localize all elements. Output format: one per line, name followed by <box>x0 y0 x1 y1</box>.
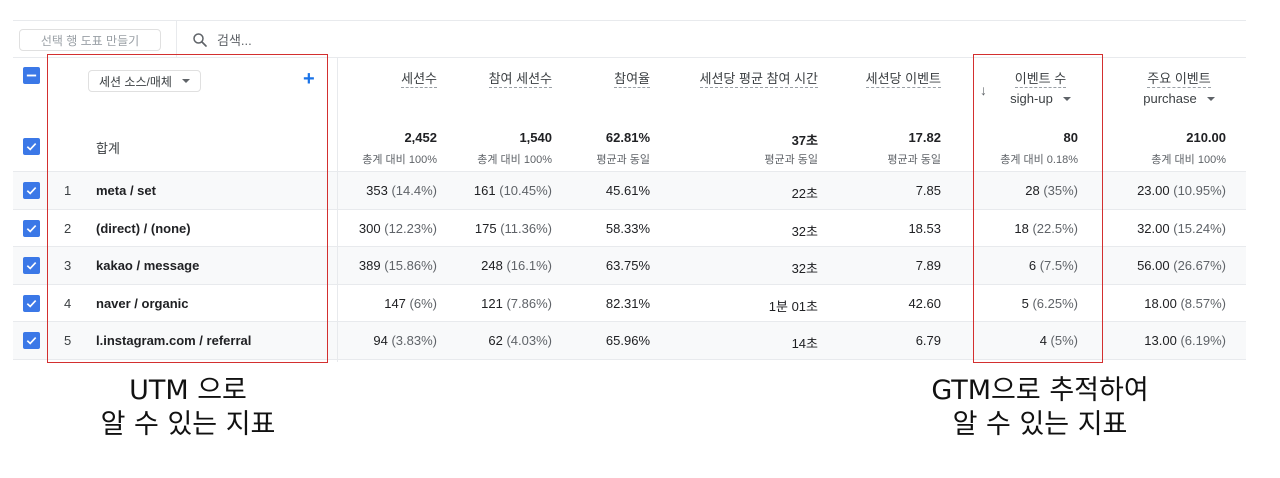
metric-header-engagement-rate[interactable]: 참여율 <box>614 71 650 88</box>
key-event-select[interactable]: purchase <box>1141 91 1217 106</box>
cell-events-per-session: 6.79 <box>915 333 941 348</box>
row-index: 5 <box>64 333 72 348</box>
table-toolbar: 선택 행 도표 만들기 <box>13 20 1246 58</box>
row-index: 3 <box>64 258 72 273</box>
row-checkbox[interactable] <box>23 182 40 199</box>
cell-engagement-rate: 58.33% <box>605 220 650 236</box>
metric-header-engaged-sessions[interactable]: 참여 세션수 <box>488 71 552 88</box>
metric-header-sessions[interactable]: 세션수 <box>401 71 437 88</box>
search-box[interactable] <box>191 29 417 51</box>
cell-sessions: 94 (3.83%) <box>373 333 437 348</box>
total-label: 합계 <box>96 141 120 156</box>
search-icon <box>193 33 207 47</box>
table-row[interactable]: 5 l.instagram.com / referral 94 (3.83%) … <box>13 322 1246 360</box>
row-dimension: naver / organic <box>96 295 189 311</box>
total-event-count: 80 <box>1063 130 1078 145</box>
cell-engaged-sessions: 121 (7.86%) <box>481 295 552 311</box>
total-sessions-sub: 총계 대비 100% <box>362 154 437 166</box>
event-select[interactable]: sigh-up <box>1003 91 1078 106</box>
cell-key-events: 23.00 (10.95%) <box>1137 183 1226 198</box>
cell-avg-time: 32초 <box>791 261 818 276</box>
caret-down-icon <box>1062 96 1071 101</box>
total-engaged-sessions: 1,540 <box>519 130 552 145</box>
metric-header-avg-engagement-time[interactable]: 세션당 평균 참여 시간 <box>699 71 818 88</box>
utm-annotation: UTM 으로 알 수 있는 지표 <box>100 375 276 440</box>
arrow-down-icon[interactable]: ↓ <box>980 82 987 98</box>
cell-events-per-session: 7.89 <box>915 258 941 273</box>
dimension-selector[interactable]: 세션 소스/매체 <box>88 70 201 92</box>
cell-sessions: 147 (6%) <box>384 295 437 311</box>
cell-key-events: 18.00 (8.57%) <box>1144 295 1226 311</box>
cell-engagement-rate: 63.75% <box>605 258 650 273</box>
cell-engaged-sessions: 62 (4.03%) <box>488 333 552 348</box>
cell-engagement-rate: 65.96% <box>605 333 650 348</box>
total-events-per-session: 17.82 <box>908 130 941 145</box>
row-index: 4 <box>64 295 72 311</box>
table-row[interactable]: 2 (direct) / (none) 300 (12.23%) 175 (11… <box>13 210 1246 247</box>
cell-avg-time: 22초 <box>791 186 818 201</box>
dimension-column-divider <box>337 58 338 362</box>
cell-event-count: 4 (5%) <box>1039 333 1078 348</box>
cell-events-per-session: 18.53 <box>908 220 941 236</box>
row-dimension: l.instagram.com / referral <box>96 333 252 348</box>
total-row-checkbox[interactable] <box>23 138 40 155</box>
total-engagement-rate-sub: 평균과 동일 <box>596 154 650 166</box>
cell-engagement-rate: 82.31% <box>605 295 650 311</box>
cell-avg-time: 1분 01초 <box>768 298 818 314</box>
row-checkbox[interactable] <box>23 257 40 274</box>
cell-engaged-sessions: 175 (11.36%) <box>474 220 552 236</box>
cell-sessions: 389 (15.86%) <box>358 258 437 273</box>
cell-events-per-session: 7.85 <box>915 183 941 198</box>
cell-events-per-session: 42.60 <box>908 295 941 311</box>
total-key-events: 210.00 <box>1186 130 1226 145</box>
gtm-annotation: GTM으로 추적하여 알 수 있는 지표 <box>931 375 1149 440</box>
metric-header-key-events[interactable]: 주요 이벤트 purchase <box>1141 70 1217 106</box>
table-row[interactable]: 4 naver / organic 147 (6%) 121 (7.86%) 8… <box>13 285 1246 322</box>
cell-engaged-sessions: 248 (16.1%) <box>481 258 552 273</box>
cell-engaged-sessions: 161 (10.45%) <box>473 183 552 198</box>
row-dimension: kakao / message <box>96 258 200 273</box>
toolbar-divider <box>176 21 177 58</box>
total-avg-engagement-time-sub: 평균과 동일 <box>764 154 818 166</box>
caret-down-icon <box>1206 96 1215 101</box>
row-index: 2 <box>64 220 72 236</box>
row-dimension: meta / set <box>96 183 156 198</box>
cell-avg-time: 32초 <box>791 223 818 239</box>
row-dimension: (direct) / (none) <box>96 220 191 236</box>
total-event-count-sub: 총계 대비 0.18% <box>1000 154 1078 166</box>
plus-icon[interactable]: + <box>303 68 315 90</box>
cell-key-events: 32.00 (15.24%) <box>1137 220 1226 236</box>
dimension-label: 세션 소스/매체 <box>99 74 172 89</box>
table-header: 세션 소스/매체 + 합계 세션수 2,452 총계 대비 100% 참여 세션… <box>13 58 1246 172</box>
total-events-per-session-sub: 평균과 동일 <box>887 154 941 166</box>
cell-key-events: 13.00 (6.19%) <box>1144 333 1226 348</box>
total-engagement-rate: 62.81% <box>605 130 650 145</box>
row-checkbox[interactable] <box>23 294 40 312</box>
row-index: 1 <box>64 183 72 198</box>
cell-event-count: 6 (7.5%) <box>1028 258 1078 273</box>
total-key-events-sub: 총계 대비 100% <box>1151 154 1226 166</box>
metric-header-event-count[interactable]: 이벤트 수 sigh-up <box>1003 70 1078 106</box>
cell-event-count: 18 (22.5%) <box>1014 220 1078 236</box>
cell-event-count: 28 (35%) <box>1025 183 1078 198</box>
total-engaged-sessions-sub: 총계 대비 100% <box>477 154 552 166</box>
create-chart-button[interactable]: 선택 행 도표 만들기 <box>19 29 161 51</box>
total-avg-engagement-time: 37초 <box>791 133 818 148</box>
search-input[interactable] <box>217 32 417 48</box>
select-all-checkbox[interactable] <box>23 67 40 84</box>
cell-avg-time: 14초 <box>791 336 818 351</box>
metric-header-events-per-session[interactable]: 세션당 이벤트 <box>865 71 941 88</box>
total-sessions: 2,452 <box>404 130 437 145</box>
table-row[interactable]: 3 kakao / message 389 (15.86%) 248 (16.1… <box>13 247 1246 285</box>
cell-event-count: 5 (6.25%) <box>1021 295 1078 311</box>
cell-sessions: 353 (14.4%) <box>366 183 437 198</box>
caret-down-icon <box>181 79 190 83</box>
row-checkbox[interactable] <box>23 219 40 237</box>
cell-key-events: 56.00 (26.67%) <box>1137 258 1226 273</box>
cell-sessions: 300 (12.23%) <box>358 220 437 236</box>
row-checkbox[interactable] <box>23 332 40 349</box>
table-row[interactable]: 1 meta / set 353 (14.4%) 161 (10.45%) 45… <box>13 172 1246 210</box>
cell-engagement-rate: 45.61% <box>605 183 650 198</box>
